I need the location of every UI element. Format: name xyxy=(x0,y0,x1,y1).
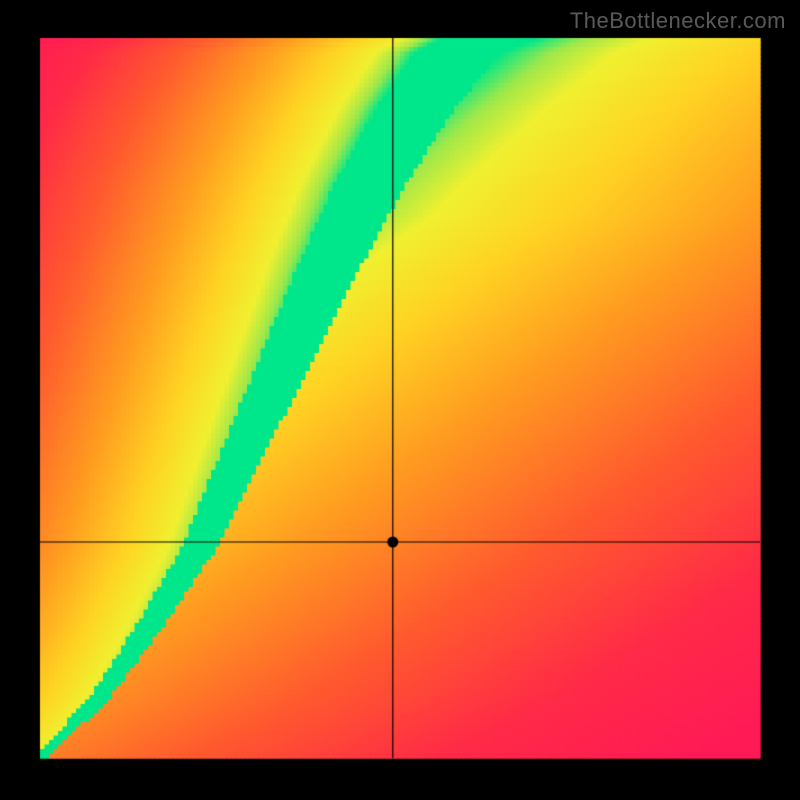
figure-container: TheBottlenecker.com xyxy=(0,0,800,800)
watermark-text: TheBottlenecker.com xyxy=(570,8,786,34)
heatmap-canvas xyxy=(0,0,800,800)
